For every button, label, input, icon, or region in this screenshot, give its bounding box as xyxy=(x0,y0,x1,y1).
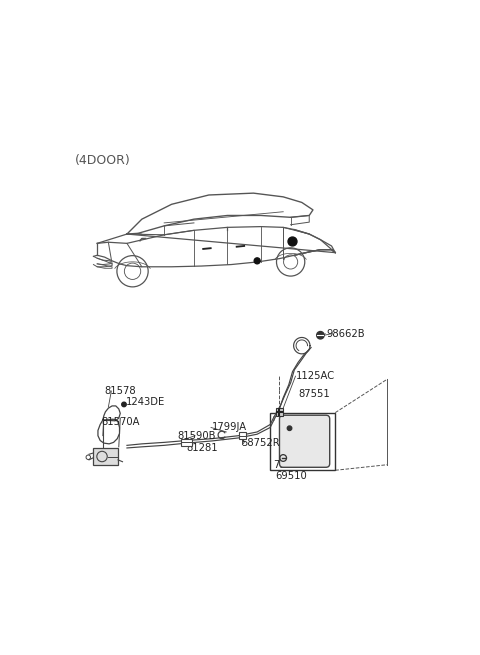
Bar xyxy=(276,408,283,415)
Text: 58752R: 58752R xyxy=(241,438,280,448)
Text: 1799JA: 1799JA xyxy=(212,422,247,432)
Text: 1125AC: 1125AC xyxy=(296,371,336,381)
Text: 79552: 79552 xyxy=(273,460,305,470)
Text: (4DOOR): (4DOOR) xyxy=(75,154,131,167)
FancyBboxPatch shape xyxy=(279,415,330,467)
Text: 81590B: 81590B xyxy=(177,431,216,441)
Bar xyxy=(93,447,118,466)
Bar xyxy=(239,432,246,440)
Circle shape xyxy=(288,237,297,246)
Text: 69510: 69510 xyxy=(275,471,307,481)
Text: 81570A: 81570A xyxy=(102,417,140,427)
Bar xyxy=(270,413,335,470)
Circle shape xyxy=(122,402,126,407)
Text: 1243DE: 1243DE xyxy=(126,397,166,407)
Circle shape xyxy=(317,331,324,339)
Text: 81281: 81281 xyxy=(186,443,218,453)
Circle shape xyxy=(254,258,260,264)
Text: 81578: 81578 xyxy=(104,386,135,396)
Text: 98662B: 98662B xyxy=(326,329,365,339)
Circle shape xyxy=(288,426,292,430)
Text: 87551: 87551 xyxy=(298,389,330,399)
Bar xyxy=(181,439,192,446)
